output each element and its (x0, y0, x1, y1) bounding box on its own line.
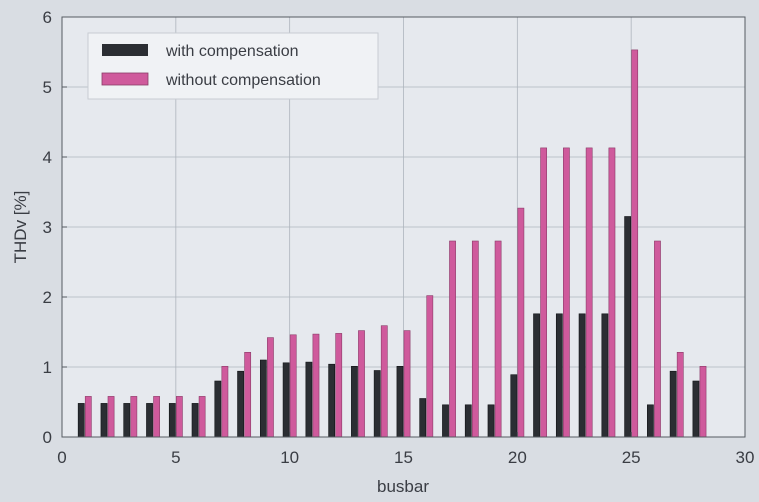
bar-without-compensation (517, 207, 525, 438)
bar-without-compensation (153, 396, 160, 438)
bar-without-compensation (84, 396, 92, 438)
x-axis-label: busbar (377, 477, 429, 496)
bar-with-compensation (305, 361, 313, 438)
bar-with-compensation (692, 380, 700, 438)
y-tick-label: 6 (43, 8, 52, 27)
bar-without-compensation (654, 240, 661, 438)
bars (77, 49, 707, 438)
bar-without-compensation (380, 325, 388, 438)
bar-without-compensation (244, 351, 252, 438)
bar-without-compensation (312, 333, 320, 438)
bar-without-compensation (563, 147, 570, 438)
x-tick-label: 25 (622, 448, 641, 467)
legend-swatch-with-compensation (102, 44, 148, 56)
bar-with-compensation (328, 363, 336, 438)
bar-without-compensation (494, 240, 502, 438)
bar-with-compensation (77, 403, 85, 438)
bar-without-compensation (289, 334, 297, 438)
axis-ticks: 0 5 10 15 20 25 30 0 1 2 3 4 5 6 (43, 8, 755, 467)
bar-with-compensation (351, 365, 358, 438)
legend-label-with-compensation: with compensation (165, 43, 299, 60)
bar-with-compensation (123, 403, 131, 438)
bar-without-compensation (175, 396, 183, 438)
x-tick-label: 5 (171, 448, 180, 467)
y-tick-label: 1 (43, 358, 52, 377)
bar-without-compensation (335, 333, 343, 438)
bar-with-compensation (510, 374, 518, 438)
bar-without-compensation (198, 396, 206, 438)
x-tick-label: 20 (508, 448, 527, 467)
y-tick-label: 0 (43, 428, 52, 447)
bar-without-compensation (699, 365, 707, 438)
bar-with-compensation (624, 216, 632, 438)
bar-with-compensation (237, 370, 244, 438)
bar-without-compensation (426, 295, 434, 438)
bar-without-compensation (449, 240, 456, 438)
bar-with-compensation (442, 404, 449, 438)
bar-with-compensation (100, 403, 108, 438)
bar-with-compensation (578, 313, 586, 438)
bar-with-compensation (487, 404, 495, 438)
bar-with-compensation (669, 370, 677, 438)
bar-without-compensation (585, 147, 593, 438)
bar-with-compensation (555, 313, 563, 438)
bar-without-compensation (221, 365, 229, 438)
x-tick-label: 15 (394, 448, 413, 467)
bar-without-compensation (130, 396, 138, 438)
bar-without-compensation (631, 49, 639, 438)
bar-with-compensation (419, 398, 427, 438)
bar-with-compensation (282, 362, 290, 438)
x-tick-label: 10 (280, 448, 299, 467)
x-tick-label: 30 (736, 448, 755, 467)
y-tick-label: 5 (43, 78, 52, 97)
legend-swatch-without-compensation (101, 72, 149, 86)
x-tick-label: 0 (57, 448, 66, 467)
bar-without-compensation (107, 396, 115, 438)
y-tick-label: 2 (43, 288, 52, 307)
bar-with-compensation (464, 404, 472, 438)
y-tick-label: 4 (43, 148, 52, 167)
bar-with-compensation (647, 404, 654, 438)
bar-without-compensation (540, 147, 548, 438)
bar-with-compensation (396, 365, 404, 438)
y-tick-label: 3 (43, 218, 52, 237)
bar-with-compensation (168, 403, 176, 438)
bar-with-compensation (533, 313, 540, 438)
bar-without-compensation (267, 337, 274, 438)
bar-without-compensation (403, 330, 411, 438)
y-axis-label: THDv [%] (11, 191, 30, 264)
bar-without-compensation (676, 351, 684, 438)
legend-label-without-compensation: without compensation (165, 72, 321, 89)
bar-with-compensation (146, 403, 153, 438)
grid (62, 17, 745, 437)
bar-without-compensation (608, 147, 616, 438)
bar-with-compensation (259, 359, 267, 438)
bar-without-compensation (471, 240, 479, 438)
bar-with-compensation (601, 313, 609, 438)
legend: with compensation without compensation (87, 32, 379, 100)
bar-with-compensation (191, 403, 199, 438)
bar-with-compensation (373, 370, 381, 438)
bar-with-compensation (214, 380, 222, 438)
bar-without-compensation (358, 330, 365, 438)
